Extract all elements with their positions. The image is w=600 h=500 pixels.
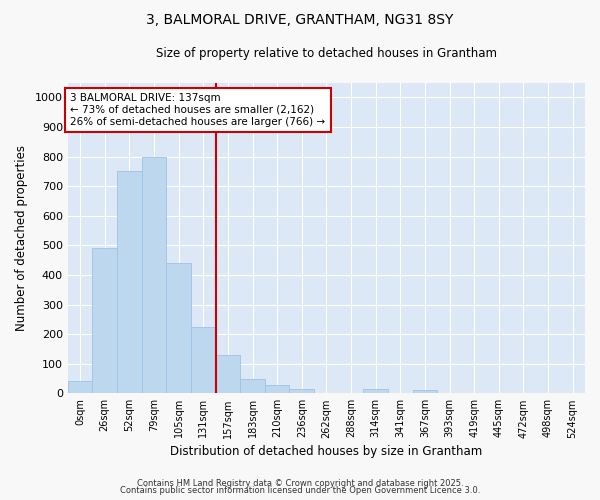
Text: 3, BALMORAL DRIVE, GRANTHAM, NG31 8SY: 3, BALMORAL DRIVE, GRANTHAM, NG31 8SY [146,12,454,26]
Bar [240,378,265,394]
X-axis label: Distribution of detached houses by size in Grantham: Distribution of detached houses by size … [170,444,482,458]
Bar [142,156,166,394]
Text: Contains HM Land Registry data © Crown copyright and database right 2025.: Contains HM Land Registry data © Crown c… [137,478,463,488]
Bar [289,389,314,394]
Text: 3 BALMORAL DRIVE: 137sqm
← 73% of detached houses are smaller (2,162)
26% of sem: 3 BALMORAL DRIVE: 137sqm ← 73% of detach… [70,94,326,126]
Y-axis label: Number of detached properties: Number of detached properties [15,145,28,331]
Bar [117,172,142,394]
Bar [191,326,215,394]
Bar [364,389,388,394]
Bar [68,382,92,394]
Bar [215,355,240,394]
Bar [166,263,191,394]
Bar [92,248,117,394]
Text: Contains public sector information licensed under the Open Government Licence 3.: Contains public sector information licen… [120,486,480,495]
Bar [413,390,437,394]
Title: Size of property relative to detached houses in Grantham: Size of property relative to detached ho… [156,48,497,60]
Bar [265,385,289,394]
